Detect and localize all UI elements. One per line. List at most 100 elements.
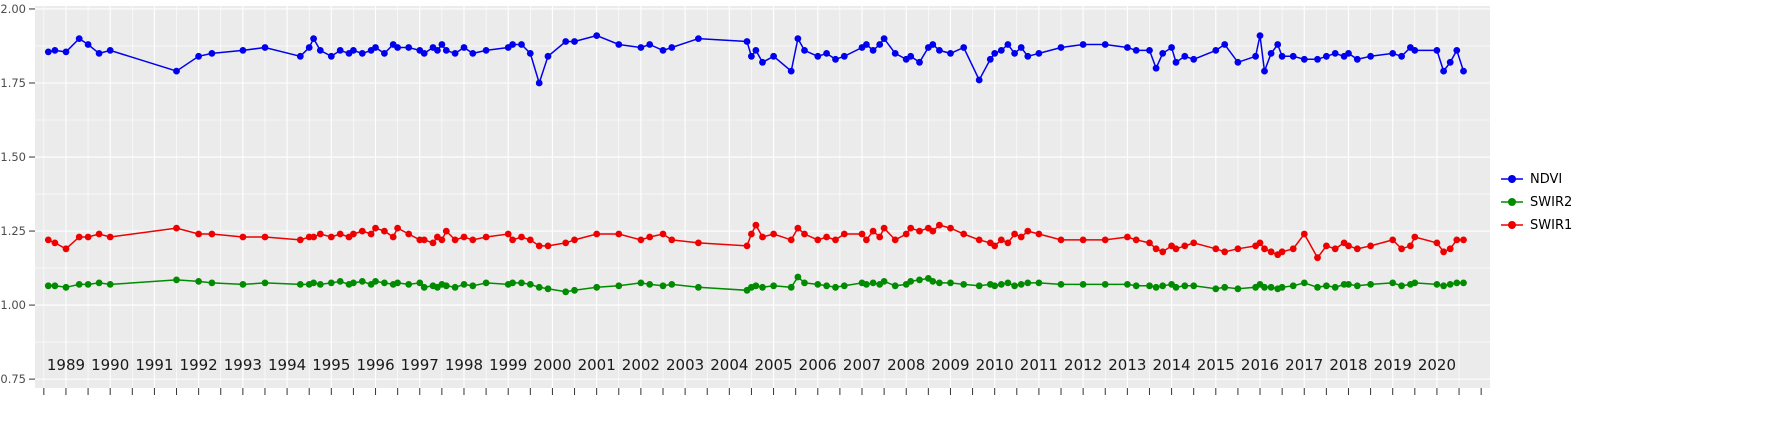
data-point-swir2: [420, 283, 428, 291]
x-tick-label-1999: 1999: [489, 356, 527, 374]
data-point-ndvi: [1168, 44, 1175, 51]
data-point-ndvi: [394, 44, 401, 51]
data-point-ndvi: [1057, 44, 1065, 51]
data-point-swir2: [637, 279, 645, 287]
data-point-swir2: [891, 282, 899, 290]
data-point-ndvi: [593, 32, 601, 39]
data-point-swir1: [1440, 248, 1447, 256]
data-point-ndvi: [535, 79, 543, 87]
data-point-swir1: [1261, 245, 1268, 253]
data-point-swir1: [1035, 230, 1043, 238]
x-tick-label-2006: 2006: [799, 356, 837, 374]
data-point-ndvi: [615, 41, 623, 48]
data-point-swir1: [296, 236, 304, 244]
data-point-ndvi: [1289, 52, 1297, 60]
x-tick-label-2009: 2009: [931, 356, 969, 374]
data-point-swir2: [668, 281, 676, 288]
data-point-swir2: [1024, 279, 1032, 287]
data-point-ndvi: [544, 52, 552, 60]
legend-label: SWIR2: [1530, 194, 1573, 210]
data-point-ndvi: [310, 35, 317, 42]
data-point-swir1: [743, 242, 751, 250]
data-point-swir2: [296, 281, 304, 288]
data-point-swir1: [51, 239, 59, 247]
data-point-swir2: [75, 281, 83, 288]
data-point-swir1: [916, 227, 923, 235]
data-point-swir1: [1331, 245, 1339, 253]
x-tick-label-2019: 2019: [1374, 356, 1412, 374]
data-point-swir2: [1152, 283, 1160, 291]
data-point-swir1: [261, 233, 269, 241]
data-point-ndvi: [936, 47, 943, 54]
data-point-swir2: [1190, 282, 1198, 290]
data-point-swir2: [1124, 281, 1131, 288]
data-point-swir2: [173, 276, 180, 284]
data-point-swir1: [960, 230, 968, 238]
data-point-swir1: [858, 230, 866, 238]
data-point-swir2: [316, 281, 324, 288]
data-point-swir2: [195, 278, 203, 285]
data-point-swir2: [208, 279, 216, 287]
data-point-swir1: [1057, 236, 1065, 244]
data-point-swir2: [310, 279, 317, 287]
data-point-swir2: [1234, 285, 1242, 293]
data-point-ndvi: [327, 52, 335, 60]
data-point-swir2: [752, 282, 760, 290]
data-point-swir1: [327, 233, 335, 241]
data-point-ndvi: [1017, 44, 1025, 51]
data-point-swir1: [442, 227, 450, 235]
data-point-swir2: [416, 279, 424, 287]
data-point-ndvi: [173, 67, 180, 75]
x-tick-label-2013: 2013: [1108, 356, 1146, 374]
data-point-swir2: [562, 288, 570, 296]
data-point-swir1: [350, 230, 357, 238]
data-point-swir2: [1057, 281, 1065, 288]
data-point-swir1: [947, 224, 954, 232]
data-point-swir1: [823, 233, 830, 241]
x-tick-label-1993: 1993: [224, 356, 262, 374]
data-point-ndvi: [743, 38, 751, 45]
data-point-swir2: [1331, 283, 1339, 291]
data-point-swir2: [907, 278, 915, 285]
x-tick-label-2005: 2005: [754, 356, 792, 374]
data-point-swir1: [1159, 248, 1167, 256]
data-point-swir1: [1323, 242, 1330, 250]
data-point-swir1: [451, 236, 459, 244]
data-point-swir2: [350, 279, 357, 287]
data-point-ndvi: [1274, 41, 1282, 48]
data-point-swir1: [1389, 236, 1397, 244]
data-point-swir2: [62, 283, 70, 291]
data-point-swir1: [759, 233, 766, 241]
data-point-swir1: [482, 233, 490, 241]
data-point-swir2: [1389, 279, 1397, 287]
data-point-swir1: [316, 230, 324, 238]
data-point-swir1: [787, 236, 795, 244]
data-point-swir1: [637, 236, 645, 244]
data-point-swir1: [659, 230, 667, 238]
data-point-ndvi: [106, 47, 114, 54]
data-point-swir1: [902, 230, 910, 238]
data-point-ndvi: [1252, 52, 1259, 60]
data-point-swir1: [372, 224, 379, 232]
data-point-swir1: [358, 227, 366, 235]
x-tick-label-2020: 2020: [1418, 356, 1456, 374]
data-point-swir2: [1289, 282, 1297, 290]
data-point-swir1: [991, 242, 999, 250]
x-tick-label-1992: 1992: [180, 356, 218, 374]
x-tick-label-2011: 2011: [1020, 356, 1058, 374]
data-point-ndvi: [460, 44, 468, 51]
data-point-ndvi: [1300, 55, 1308, 63]
data-point-swir1: [44, 236, 52, 244]
data-point-swir2: [659, 282, 667, 290]
y-tick-label: 1.50: [0, 150, 26, 164]
data-point-ndvi: [770, 52, 777, 60]
data-point-swir2: [929, 278, 937, 285]
data-point-swir1: [1367, 242, 1374, 250]
data-point-swir1: [615, 230, 623, 238]
data-point-swir2: [1433, 281, 1441, 288]
data-point-ndvi: [1261, 67, 1268, 75]
data-point-swir1: [208, 230, 216, 238]
data-point-swir1: [840, 230, 848, 238]
data-point-swir1: [469, 236, 477, 244]
data-point-swir2: [1300, 279, 1308, 287]
